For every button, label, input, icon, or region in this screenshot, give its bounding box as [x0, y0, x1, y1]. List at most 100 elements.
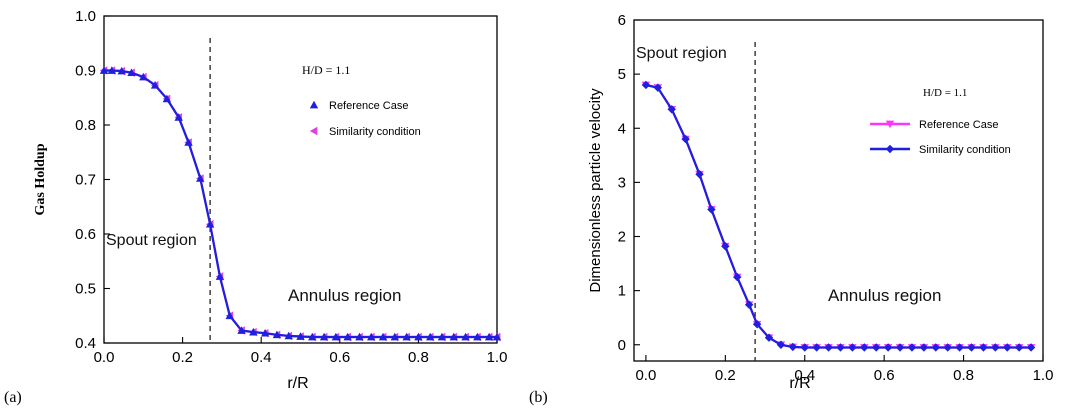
- panel-label: (a): [4, 389, 22, 406]
- y-axis-label: Gas Holdup: [33, 143, 48, 215]
- x-tick-label: 0.6: [874, 367, 895, 384]
- x-tick-label: 0.0: [94, 349, 115, 366]
- y-axis-label: Dimensionless particle velocity: [587, 88, 604, 293]
- data-point: [883, 343, 893, 352]
- legend: Reference Case Similarity condition: [870, 119, 1011, 156]
- data-point: [402, 332, 411, 341]
- y-tick-label: 0.6: [75, 226, 96, 243]
- data-point: [991, 343, 1000, 352]
- data-point: [943, 343, 952, 352]
- x-tick-label: 0.4: [251, 349, 272, 366]
- data-point: [641, 80, 651, 90]
- legend-label: Reference Case: [919, 119, 999, 131]
- data-point: [343, 332, 352, 341]
- data-point: [967, 343, 976, 352]
- series-reference-case: [99, 66, 502, 341]
- x-tick-label: 0.2: [172, 349, 193, 366]
- data-point: [174, 113, 183, 121]
- data-point: [492, 332, 502, 341]
- data-point: [860, 343, 869, 352]
- data-point: [812, 343, 821, 352]
- data-point: [331, 332, 341, 341]
- data-point: [378, 332, 388, 341]
- data-point: [319, 332, 329, 341]
- x-axis-label: r/R: [287, 375, 308, 392]
- legend-label: Similarity condition: [919, 144, 1011, 156]
- data-point: [367, 332, 376, 341]
- y-tick-label: 2: [618, 229, 626, 246]
- data-point: [848, 343, 857, 352]
- data-point: [150, 81, 160, 89]
- y-tick-label: 6: [618, 12, 626, 29]
- data-point: [752, 319, 762, 329]
- y-tick-label: 1: [618, 283, 626, 300]
- x-axis-label: r/R: [789, 375, 810, 392]
- x-tick-label: 0.0: [635, 367, 656, 384]
- y-tick-label: 0.4: [75, 335, 96, 352]
- data-point: [931, 343, 940, 352]
- y-tick-label: 0.8: [75, 117, 96, 134]
- x-tick-label: 1.0: [487, 349, 508, 366]
- data-point: [788, 342, 798, 352]
- data-point: [414, 332, 423, 341]
- data-point: [695, 170, 704, 179]
- x-tick-label: 0.6: [329, 349, 350, 366]
- x-tick-label: 0.4: [794, 367, 815, 384]
- x-tick-label: 0.2: [715, 367, 736, 384]
- data-point: [272, 330, 282, 339]
- data-point: [1003, 343, 1012, 352]
- data-point: [260, 328, 270, 337]
- data-point: [653, 83, 663, 92]
- data-point: [284, 331, 293, 340]
- hd-annotation: H/D = 1.1: [923, 87, 967, 99]
- data-point: [355, 332, 364, 341]
- data-point: [473, 332, 482, 341]
- data-point: [184, 138, 193, 146]
- data-point: [776, 340, 786, 349]
- data-point: [1014, 343, 1024, 352]
- legend-marker: [309, 126, 318, 136]
- data-point: [800, 343, 809, 352]
- data-point: [437, 332, 447, 341]
- data-point: [107, 66, 117, 74]
- data-point: [836, 343, 845, 352]
- y-tick-label: 4: [618, 120, 626, 137]
- legend: Reference Case Similarity condition: [309, 100, 421, 138]
- data-point: [707, 205, 716, 214]
- series-similarity-condition: [641, 80, 1036, 352]
- spout-region-label: Spout region: [106, 232, 197, 249]
- data-point: [249, 327, 258, 336]
- data-point: [449, 332, 458, 341]
- y-tick-label: 0.7: [75, 172, 96, 189]
- annulus-region-label: Annulus region: [288, 286, 401, 305]
- legend-marker: [309, 100, 319, 109]
- data-point: [225, 311, 234, 320]
- data-point: [907, 343, 917, 352]
- legend-label: Similarity condition: [329, 126, 421, 138]
- y-tick-label: 0.5: [75, 281, 96, 298]
- spout-region-label: Spout region: [636, 45, 727, 62]
- chart-panel-a: 0.0 0.2 0.4 0.6 0.8 1.0 0.4 0.5 0.6 0.7 0.8 0.9 1.0 r…: [4, 8, 507, 406]
- data-point: [127, 68, 136, 77]
- data-point: [205, 219, 215, 228]
- data-point: [296, 332, 305, 340]
- data-point: [895, 343, 905, 352]
- data-point: [919, 343, 929, 352]
- data-point: [99, 66, 109, 74]
- data-point: [764, 333, 774, 342]
- legend-marker: [885, 144, 895, 154]
- data-point: [139, 72, 148, 81]
- chart-panel-b: 0.0 0.2 0.4 0.6 0.8 1.0 0 1 2 3 4 5 6 r/R Dimensionles…: [529, 12, 1053, 406]
- data-point: [196, 174, 205, 182]
- y-tick-label: 0: [618, 337, 626, 354]
- y-tick-label: 0.9: [75, 63, 96, 80]
- data-point: [824, 343, 833, 352]
- data-point: [721, 242, 730, 251]
- legend-label: Reference Case: [329, 100, 409, 112]
- data-point: [162, 94, 172, 103]
- panel-label: (b): [529, 389, 548, 406]
- y-tick-label: 1.0: [75, 8, 96, 25]
- data-point: [955, 343, 964, 352]
- data-point: [237, 326, 246, 334]
